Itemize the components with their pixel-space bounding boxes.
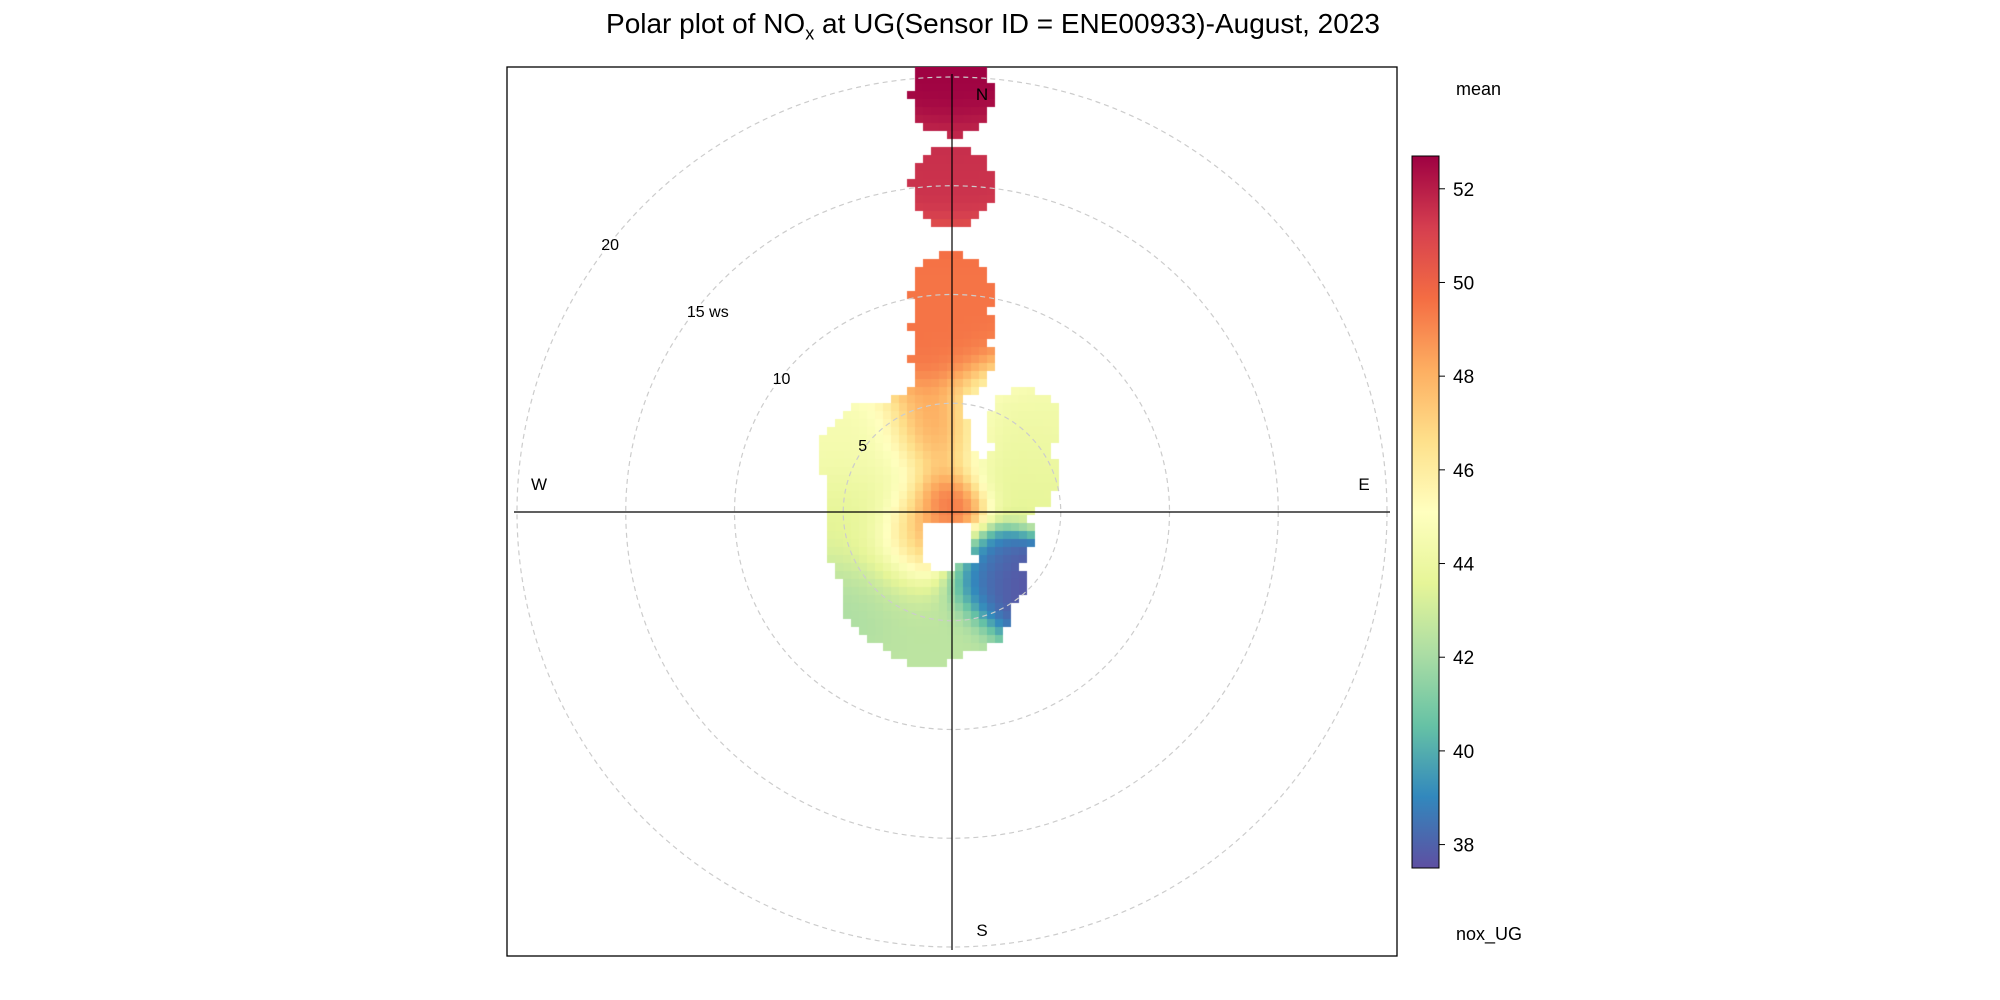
direction-labels: N E S W bbox=[531, 85, 1370, 940]
colorbar-tick-label-48: 48 bbox=[1453, 367, 1474, 388]
colorbar-tick-label-38: 38 bbox=[1453, 836, 1474, 857]
direction-label-n: N bbox=[976, 85, 988, 104]
colorbar-tick-label-50: 50 bbox=[1453, 273, 1474, 294]
ws-ring-labels: 5 10 15 ws 20 bbox=[601, 237, 867, 455]
colorbar-tick-label-40: 40 bbox=[1453, 742, 1474, 763]
direction-label-e: E bbox=[1358, 475, 1369, 494]
colorbar-tick-label-42: 42 bbox=[1453, 648, 1474, 669]
colorbar-footer: nox_UG bbox=[1456, 924, 1522, 945]
chart-title: Polar plot of NOx at UG(Sensor ID = ENE0… bbox=[0, 8, 1986, 45]
ws-ring-label-5: 5 bbox=[858, 438, 867, 455]
ws-ring-label-20: 20 bbox=[601, 237, 619, 254]
colorbar-title: mean bbox=[1456, 79, 1501, 99]
compass-axes bbox=[514, 74, 1390, 950]
direction-label-w: W bbox=[531, 475, 547, 494]
colorbar-tick-label-52: 52 bbox=[1453, 180, 1474, 201]
ws-ring-label-15: 15 ws bbox=[687, 304, 729, 321]
chart-title-prefix: Polar plot of NO bbox=[606, 8, 806, 39]
chart-title-suffix: at UG(Sensor ID = ENE00933)-August, 2023 bbox=[814, 8, 1380, 39]
ws-ring-label-10: 10 bbox=[773, 371, 791, 388]
colorbar-gradient bbox=[1411, 155, 1440, 869]
colorbar-tick-label-46: 46 bbox=[1453, 461, 1474, 482]
colorbar: 38 40 42 44 46 48 50 52 mean nox_UG bbox=[1411, 79, 1522, 945]
colorbar-tick-label-44: 44 bbox=[1453, 555, 1475, 576]
direction-label-s: S bbox=[976, 921, 987, 940]
chart-title-subscript: x bbox=[805, 23, 815, 44]
